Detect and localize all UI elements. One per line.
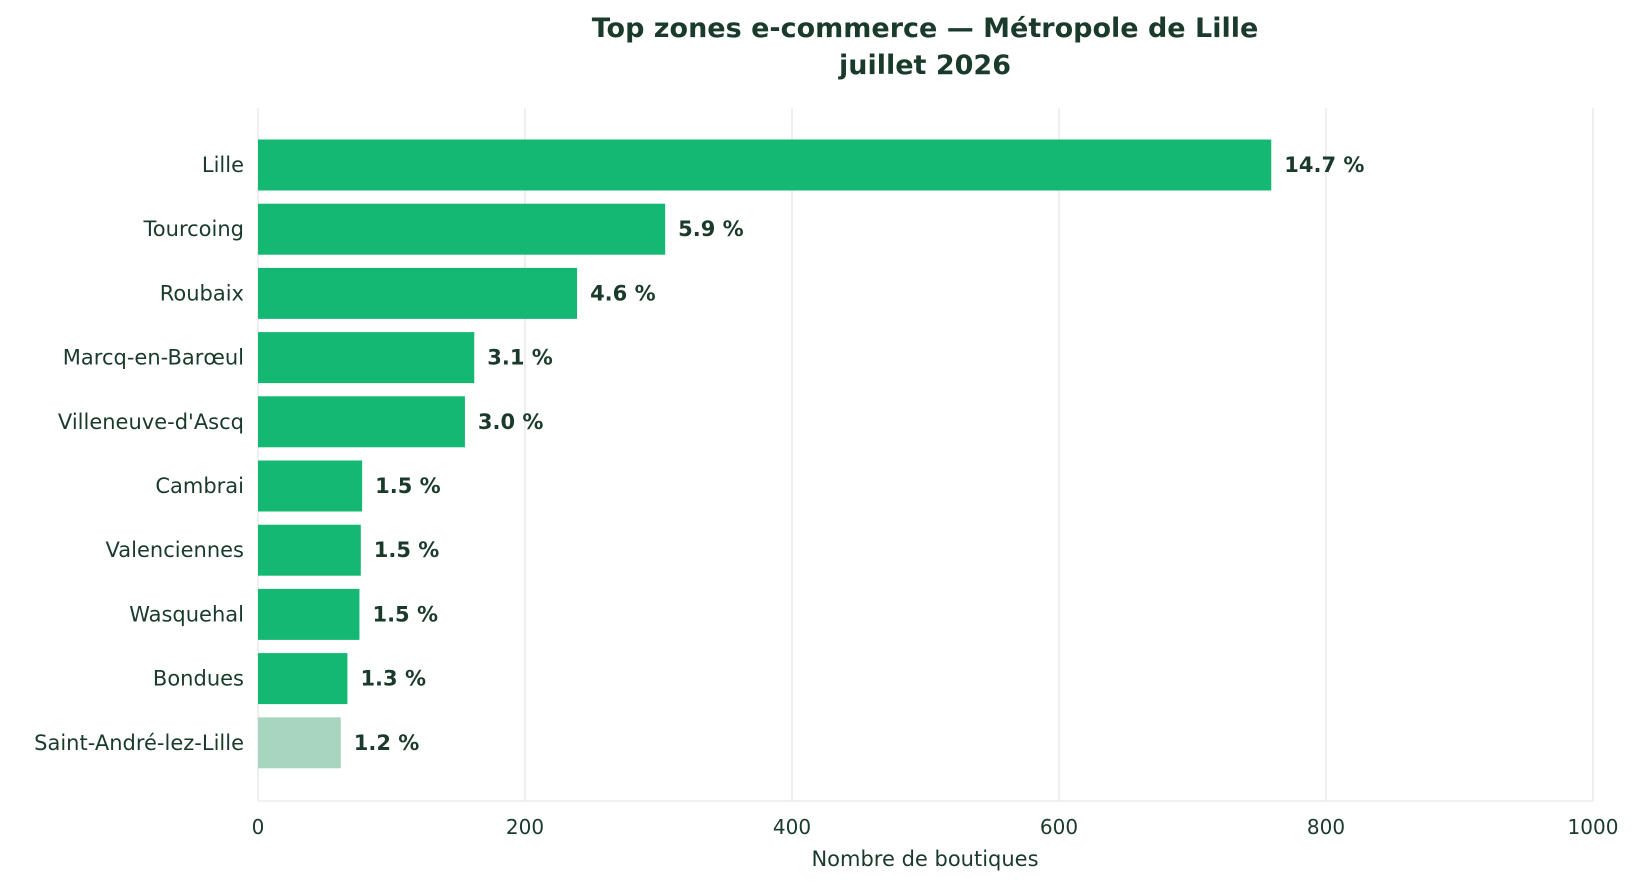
- data-label: 1.5 %: [374, 538, 440, 562]
- category-label: Roubaix: [160, 281, 244, 305]
- x-tick-label: 0: [252, 815, 265, 839]
- chart-title: Top zones e-commerce — Métropole de Lill…: [592, 13, 1259, 44]
- bar: [258, 332, 475, 384]
- category-label: Lille: [202, 153, 244, 177]
- category-label: Wasquehal: [129, 602, 244, 626]
- data-labels: 14.7 % 5.9 % 4.6 % 3.1 % 3.0 % 1.5 % 1.5 % 1.5 …: [354, 153, 1365, 755]
- bar: [258, 460, 363, 512]
- data-label: 3.0 %: [478, 410, 544, 434]
- category-label: Cambrai: [155, 474, 244, 498]
- bar: [258, 717, 341, 769]
- data-label: 1.3 %: [360, 667, 426, 691]
- bar: [258, 267, 578, 319]
- category-label: Marcq-en-Barœul: [63, 346, 244, 370]
- bar: [258, 524, 361, 576]
- x-tick-label: 400: [773, 815, 811, 839]
- bar: [258, 653, 348, 705]
- bar: [258, 203, 666, 255]
- data-label: 1.5 %: [372, 602, 438, 626]
- data-label: 3.1 %: [487, 346, 553, 370]
- data-label: 14.7 %: [1284, 153, 1364, 177]
- bar: [258, 396, 465, 448]
- category-label: Tourcoing: [143, 217, 244, 241]
- bar: [258, 139, 1272, 191]
- category-label: Valenciennes: [106, 538, 244, 562]
- data-label: 4.6 %: [590, 281, 656, 305]
- x-tick-label: 1000: [1568, 815, 1619, 839]
- chart-subtitle: juillet 2026: [838, 50, 1011, 81]
- data-label: 5.9 %: [678, 217, 744, 241]
- bars: [258, 139, 1272, 769]
- bar: [258, 588, 360, 640]
- data-label: 1.5 %: [375, 474, 441, 498]
- data-label: 1.2 %: [354, 731, 420, 755]
- category-label: Villeneuve-d'Ascq: [58, 410, 244, 434]
- x-tick-labels: 0 200 400 600 800 1000: [252, 815, 1619, 839]
- x-axis-label: Nombre de boutiques: [811, 847, 1038, 871]
- category-labels: Lille Tourcoing Roubaix Marcq-en-Barœul Vill…: [34, 153, 244, 755]
- category-label: Saint-André-lez-Lille: [34, 731, 244, 755]
- x-tick-label: 600: [1040, 815, 1078, 839]
- category-label: Bondues: [153, 667, 244, 691]
- x-tick-label: 800: [1307, 815, 1345, 839]
- x-tick-label: 200: [506, 815, 544, 839]
